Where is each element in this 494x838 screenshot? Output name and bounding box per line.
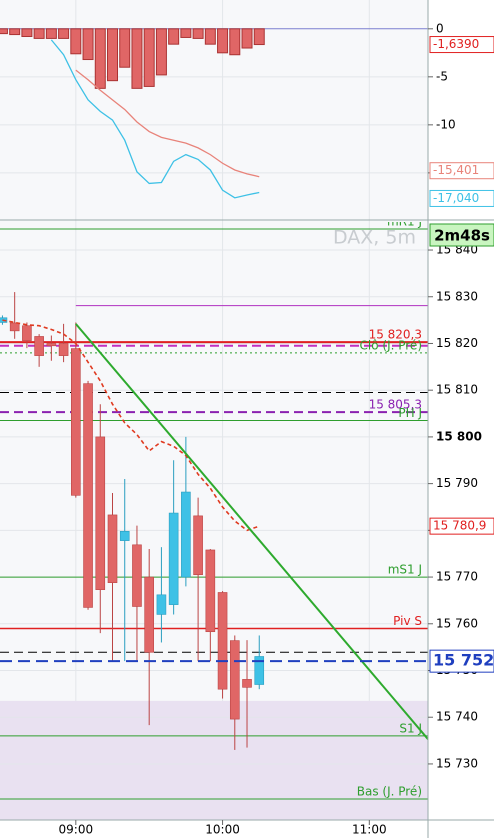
- candle-body: [119, 530, 130, 541]
- level-label: 15 805,3: [369, 398, 422, 412]
- zone: [0, 700, 428, 820]
- indicator-line: [75, 69, 260, 178]
- value-label-box: [429, 517, 494, 535]
- instrument: DAX, 5m: [333, 227, 416, 249]
- candle-body: [254, 656, 265, 685]
- histogram-bar: [70, 28, 82, 55]
- histogram-bar: [229, 28, 241, 56]
- candle-body: [181, 491, 191, 578]
- candle-body: [9, 322, 20, 332]
- x-tick-label: 10:00: [205, 823, 240, 837]
- candle-body: [46, 343, 57, 347]
- histogram-bar: [180, 28, 192, 38]
- histogram-bar: [21, 28, 33, 37]
- histogram-bar: [192, 28, 204, 39]
- timer: 2m48s: [434, 227, 490, 245]
- histogram-bar: [9, 28, 21, 36]
- y-tick-label: 15 730: [436, 756, 478, 770]
- histogram-bar: [217, 28, 229, 54]
- candle-body: [95, 436, 106, 590]
- value-label-box: [429, 649, 494, 673]
- candle-body: [83, 383, 93, 608]
- histogram-bar: [45, 28, 57, 39]
- histogram-bar: [204, 28, 216, 45]
- candle-body: [144, 576, 154, 653]
- candle-body: [205, 549, 216, 633]
- value-label: 15 780,9: [433, 519, 486, 533]
- level-label: mR1 J: [387, 215, 422, 229]
- value-label: 15 752,: [433, 651, 494, 670]
- indicator-line: [50, 39, 260, 199]
- candle-body: [34, 336, 44, 356]
- histogram-bar: [58, 28, 70, 39]
- candle-body: [71, 348, 81, 496]
- candle-body: [229, 640, 240, 720]
- x-tick-label: 09:00: [59, 823, 94, 837]
- histogram-bar: [155, 28, 167, 76]
- y-tick-label: 15 790: [436, 476, 478, 490]
- value-label-box: [429, 36, 494, 54]
- level-label: Piv S: [393, 614, 422, 628]
- value-label-box: [429, 189, 494, 207]
- candle-body: [193, 515, 203, 576]
- level-label: PH J: [398, 406, 422, 420]
- candle-body: [132, 544, 142, 607]
- level-label: mS1 J: [388, 563, 422, 577]
- histogram-bar: [0, 28, 8, 35]
- value-label: -17,040: [433, 191, 479, 205]
- moving-average: [2, 319, 260, 532]
- value-label: -1,6390: [433, 37, 479, 51]
- oscillator-panel: [0, 28, 428, 199]
- candle-body: [107, 514, 118, 583]
- candle-body: [217, 592, 228, 690]
- y-tick-label: -10: [436, 117, 456, 131]
- candle-body: [22, 325, 32, 341]
- histogram-bar: [119, 28, 131, 68]
- y-tick-label: 15 820: [436, 336, 478, 350]
- y-tick-label: 15 760: [436, 616, 478, 630]
- histogram-bar: [94, 28, 106, 89]
- y-tick-label: 0: [436, 21, 444, 35]
- y-tick-label: -5: [436, 69, 448, 83]
- y-tick-label: 15 830: [436, 289, 478, 303]
- level-label: Clô (J. Pré): [360, 338, 422, 352]
- trend-line: [75, 323, 428, 740]
- level-label: Bas (J. Pré): [357, 784, 422, 798]
- candle-body: [156, 594, 167, 615]
- y-tick-label: 15 740: [436, 710, 478, 724]
- y-tick-label: 15 800: [436, 429, 482, 443]
- histogram-bar: [82, 28, 94, 61]
- y-tick-label: 15 810: [436, 383, 478, 397]
- value-label-box: [429, 162, 494, 180]
- candle-body: [58, 343, 69, 356]
- value-label: -15,401: [433, 163, 479, 177]
- histogram-bar: [253, 28, 265, 46]
- histogram-bar: [107, 28, 119, 82]
- histogram-bar: [143, 28, 155, 87]
- histogram-bar: [33, 28, 45, 39]
- timer-box: [429, 223, 494, 247]
- candle-body: [168, 512, 179, 605]
- candle-body: [242, 679, 252, 688]
- x-tick-label: 11:00: [352, 823, 387, 837]
- histogram-bar: [168, 28, 180, 45]
- plot-background: [0, 0, 428, 820]
- histogram-bar: [241, 28, 253, 49]
- level-label: 15 820,3: [369, 328, 422, 342]
- y-tick-label: 15 770: [436, 570, 478, 584]
- histogram-bar: [131, 28, 143, 89]
